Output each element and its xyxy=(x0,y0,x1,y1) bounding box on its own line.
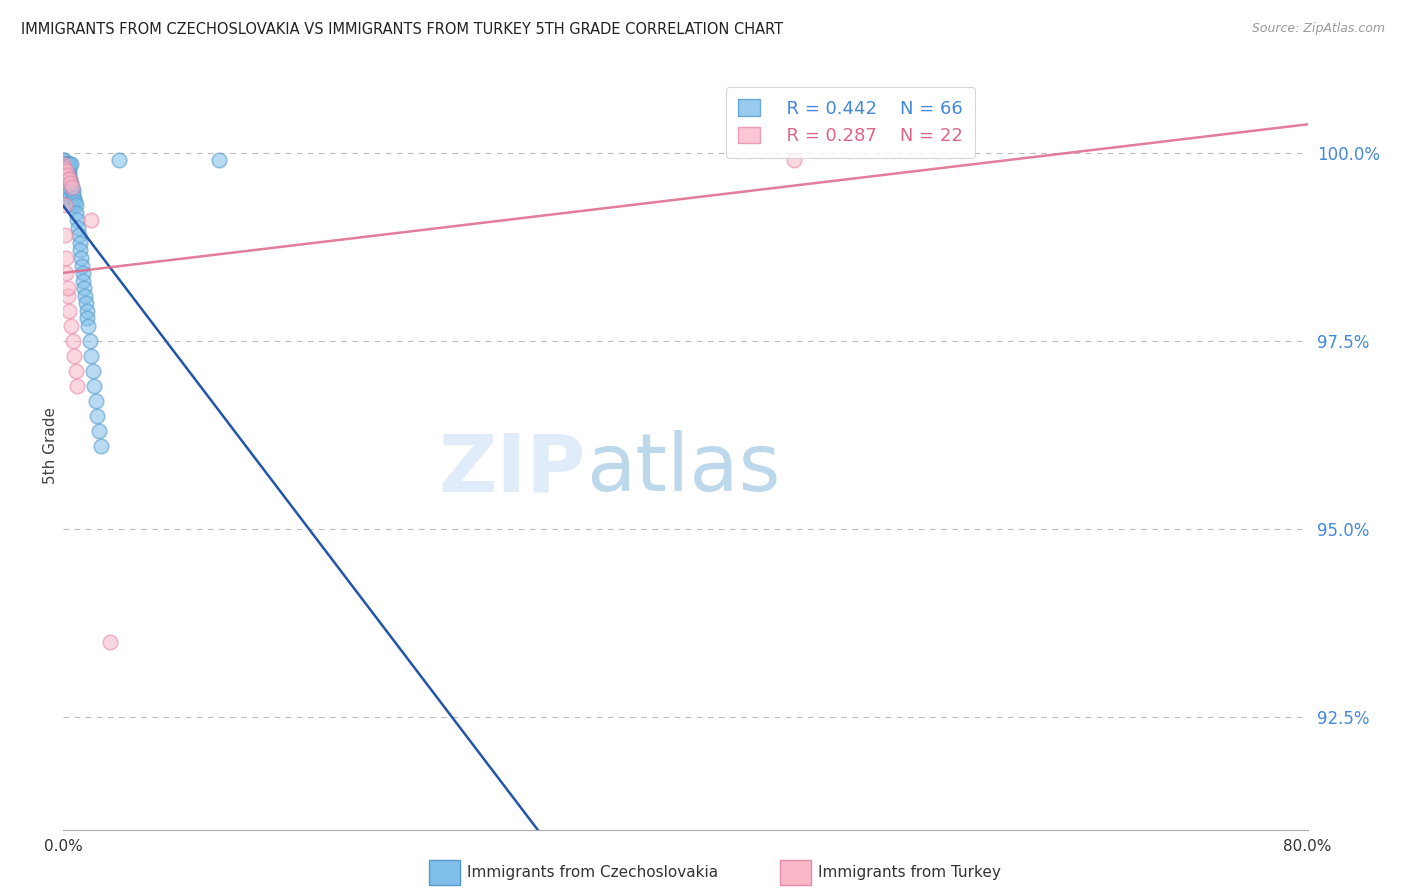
Point xyxy=(52,161,75,175)
Point xyxy=(56,157,79,171)
Point xyxy=(53,157,76,171)
Point xyxy=(52,157,75,171)
Point xyxy=(58,157,80,171)
Point xyxy=(70,251,93,265)
Point xyxy=(53,153,76,168)
Point xyxy=(55,179,77,194)
Point xyxy=(72,266,94,280)
Point xyxy=(76,311,98,326)
Point xyxy=(60,194,83,209)
Point xyxy=(72,274,94,288)
Point xyxy=(55,157,77,171)
Point xyxy=(65,198,87,212)
Point xyxy=(65,206,87,220)
Point xyxy=(55,157,77,171)
Point xyxy=(69,244,91,258)
Point xyxy=(79,334,101,348)
Point xyxy=(58,168,80,182)
Point xyxy=(62,183,84,197)
Point xyxy=(60,179,83,194)
Point xyxy=(70,259,93,273)
Point xyxy=(60,179,83,194)
Point xyxy=(53,157,76,171)
Point xyxy=(53,198,76,212)
Point xyxy=(67,220,90,235)
Point xyxy=(53,157,76,171)
Point xyxy=(56,281,79,295)
Point xyxy=(55,176,77,190)
Legend:   R = 0.442    N = 66,   R = 0.287    N = 22: R = 0.442 N = 66, R = 0.287 N = 22 xyxy=(725,87,974,158)
Text: IMMIGRANTS FROM CZECHOSLOVAKIA VS IMMIGRANTS FROM TURKEY 5TH GRADE CORRELATION C: IMMIGRANTS FROM CZECHOSLOVAKIA VS IMMIGR… xyxy=(21,22,783,37)
Point xyxy=(56,187,79,202)
Point xyxy=(58,164,80,178)
Point xyxy=(55,172,77,186)
Point xyxy=(208,153,231,168)
Point xyxy=(66,213,89,227)
Point xyxy=(783,153,806,168)
Point xyxy=(63,191,86,205)
Point xyxy=(53,164,76,178)
Point xyxy=(80,213,103,227)
Point xyxy=(59,176,82,190)
Point xyxy=(55,251,77,265)
Point xyxy=(58,172,80,186)
Point xyxy=(67,228,90,243)
Point xyxy=(59,176,82,190)
Text: Source: ZipAtlas.com: Source: ZipAtlas.com xyxy=(1251,22,1385,36)
Point xyxy=(60,157,83,171)
Point xyxy=(59,172,82,186)
Point xyxy=(53,161,76,175)
Point xyxy=(80,349,103,363)
Point xyxy=(82,364,104,378)
Point xyxy=(76,303,98,318)
Point xyxy=(83,379,105,393)
Point xyxy=(53,228,76,243)
Text: Immigrants from Turkey: Immigrants from Turkey xyxy=(818,865,1001,880)
Point xyxy=(73,281,96,295)
Point xyxy=(55,161,77,175)
Point xyxy=(84,393,107,408)
Point xyxy=(55,164,77,178)
Point xyxy=(55,157,77,171)
Point xyxy=(53,157,76,171)
Point xyxy=(52,157,75,171)
Point xyxy=(55,266,77,280)
Point xyxy=(56,288,79,302)
Point xyxy=(86,409,108,423)
Point xyxy=(62,334,84,348)
Text: atlas: atlas xyxy=(586,430,780,508)
Text: ZIP: ZIP xyxy=(439,430,586,508)
Point xyxy=(60,198,83,212)
Point xyxy=(73,288,96,302)
Point xyxy=(56,183,79,197)
Point xyxy=(108,153,131,168)
Point xyxy=(98,634,121,648)
Point xyxy=(56,157,79,171)
Point xyxy=(59,157,82,171)
Point xyxy=(75,296,97,310)
Point xyxy=(53,168,76,182)
Point xyxy=(65,364,87,378)
Point xyxy=(56,164,79,178)
Point xyxy=(77,318,100,333)
Point xyxy=(58,191,80,205)
Point xyxy=(62,187,84,202)
Point xyxy=(60,318,83,333)
Point xyxy=(58,303,80,318)
Point xyxy=(56,168,79,182)
Point xyxy=(66,379,89,393)
Text: Immigrants from Czechoslovakia: Immigrants from Czechoslovakia xyxy=(467,865,718,880)
Point xyxy=(53,168,76,182)
Point xyxy=(69,235,91,250)
Point xyxy=(87,424,110,438)
Point xyxy=(53,164,76,178)
Point xyxy=(90,439,112,453)
Point xyxy=(52,153,75,168)
Point xyxy=(63,194,86,209)
Y-axis label: 5th Grade: 5th Grade xyxy=(42,408,58,484)
Point xyxy=(63,349,86,363)
